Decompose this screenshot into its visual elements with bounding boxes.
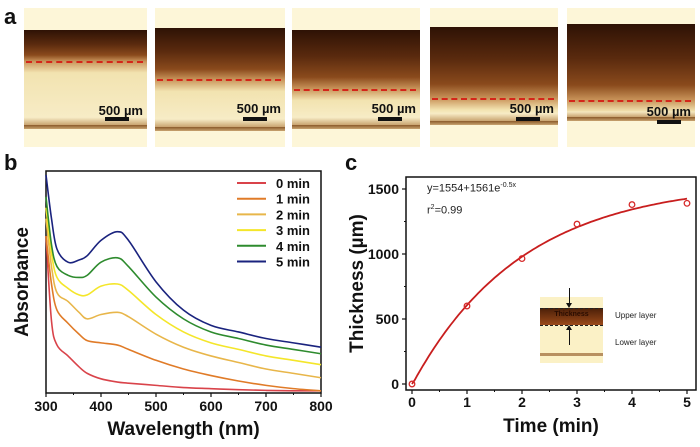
micrograph-layers — [155, 28, 285, 127]
panel-letter-a: a — [4, 4, 17, 29]
capillary-bottom-edge — [292, 125, 420, 129]
inset-arrow-up-head — [566, 325, 572, 330]
interface-dashed-line — [432, 98, 554, 100]
series-line-0-min — [45, 235, 322, 392]
fit-equation: y=1554+1561e-0.5x — [427, 182, 516, 195]
series-line-3-min — [45, 207, 322, 366]
x-tick-label: 2 — [518, 394, 526, 410]
r-squared-sup: 2 — [430, 204, 435, 211]
legend-label: 5 min — [276, 255, 310, 270]
micrograph-2: 500 µm — [292, 8, 420, 147]
micrograph-0: 500 µm — [24, 8, 147, 147]
r-squared-value: =0.99 — [434, 204, 463, 217]
interface-dashed-line — [157, 79, 281, 81]
y-tick-label: 500 — [376, 311, 400, 327]
scale-bar — [657, 120, 681, 124]
data-point — [683, 199, 691, 207]
x-tick-label: 1 — [463, 394, 471, 410]
x-tick-label: 400 — [89, 398, 113, 414]
r-squared-prefix: r — [427, 204, 431, 217]
inset-arrow-down-head — [566, 303, 572, 308]
legend-label: 0 min — [276, 176, 310, 191]
series-line-5-min — [45, 174, 322, 349]
panel-letter-c: c — [345, 150, 358, 175]
x-tick-label: 0 — [408, 394, 416, 410]
capillary-bottom-edge — [155, 127, 285, 131]
inset-upper-layer-label: Upper layer — [615, 311, 657, 320]
fit-equation-main: y=1554+1561e — [427, 182, 501, 195]
capillary-bottom-edge — [430, 121, 558, 125]
capillary-bottom-edge — [24, 125, 147, 129]
x-tick-label: 5 — [683, 394, 691, 410]
scale-bar — [105, 117, 129, 121]
x-tick-label: 800 — [309, 398, 333, 414]
data-point — [518, 255, 526, 262]
data-point — [408, 380, 416, 388]
x-tick-label: 700 — [254, 398, 278, 414]
series-line-4-min — [45, 196, 322, 355]
y-tick-label: 1000 — [368, 246, 399, 262]
legend-label: 1 min — [276, 192, 310, 207]
micrograph-layers — [430, 27, 558, 121]
inset-arrow-down-icon — [569, 288, 570, 306]
x-tick-label: 4 — [628, 394, 636, 410]
plot-frame — [45, 170, 322, 394]
interface-dashed-line — [26, 61, 143, 63]
interface-dashed-line — [294, 89, 416, 91]
data-point — [628, 201, 636, 209]
legend-label: 3 min — [276, 223, 310, 238]
series-line-2-min — [45, 218, 322, 379]
x-tick-label: 300 — [34, 398, 58, 414]
y-tick-label: 1500 — [368, 181, 399, 197]
scale-bar-label: 500 µm — [509, 101, 554, 116]
capillary-bottom-edge — [567, 117, 695, 121]
micrograph-3: 500 µm — [430, 8, 558, 147]
inset-bottom-edge — [540, 353, 603, 356]
y-tick-label: 0 — [391, 376, 399, 392]
x-tick-label: 500 — [144, 398, 168, 414]
y-axis-label: Absorbance — [12, 227, 33, 337]
scale-bar-label: 500 µm — [371, 101, 416, 116]
legend-label: 4 min — [276, 239, 310, 254]
scale-bar — [243, 117, 267, 121]
micrograph-1: 500 µm — [155, 8, 285, 147]
r-squared: r2=0.99 — [427, 204, 462, 217]
inset-lower-layer-label: Lower layer — [615, 338, 657, 347]
inset-thickness-label: Thickness — [554, 311, 589, 318]
x-axis-label: Time (min) — [503, 416, 599, 437]
fit-equation-exponent: -0.5x — [500, 182, 516, 189]
micrograph-layers — [24, 30, 147, 125]
micrograph-4: 500 µm — [567, 8, 695, 147]
inset-micrograph: Thickness — [540, 297, 603, 363]
interface-dashed-line — [569, 100, 691, 102]
legend-label: 2 min — [276, 207, 310, 222]
x-tick-label: 3 — [573, 394, 581, 410]
scale-bar-label: 500 µm — [236, 101, 281, 116]
scale-bar-label: 500 µm — [98, 103, 143, 118]
inset-dash-top — [540, 308, 603, 309]
series-line-1-min — [45, 235, 322, 392]
micrograph-layers — [292, 30, 420, 125]
data-point — [463, 302, 471, 310]
inset-arrow-up-icon — [569, 327, 570, 345]
x-axis-label: Wavelength (nm) — [107, 419, 259, 440]
y-axis-label: Thickness (µm) — [347, 214, 368, 353]
panel-letter-b: b — [4, 150, 18, 175]
inset-upper-layer — [540, 308, 603, 325]
x-tick-label: 600 — [199, 398, 223, 414]
data-point — [573, 220, 581, 228]
scale-bar — [378, 117, 402, 121]
scale-bar — [516, 117, 540, 121]
scale-bar-label: 500 µm — [646, 104, 691, 119]
